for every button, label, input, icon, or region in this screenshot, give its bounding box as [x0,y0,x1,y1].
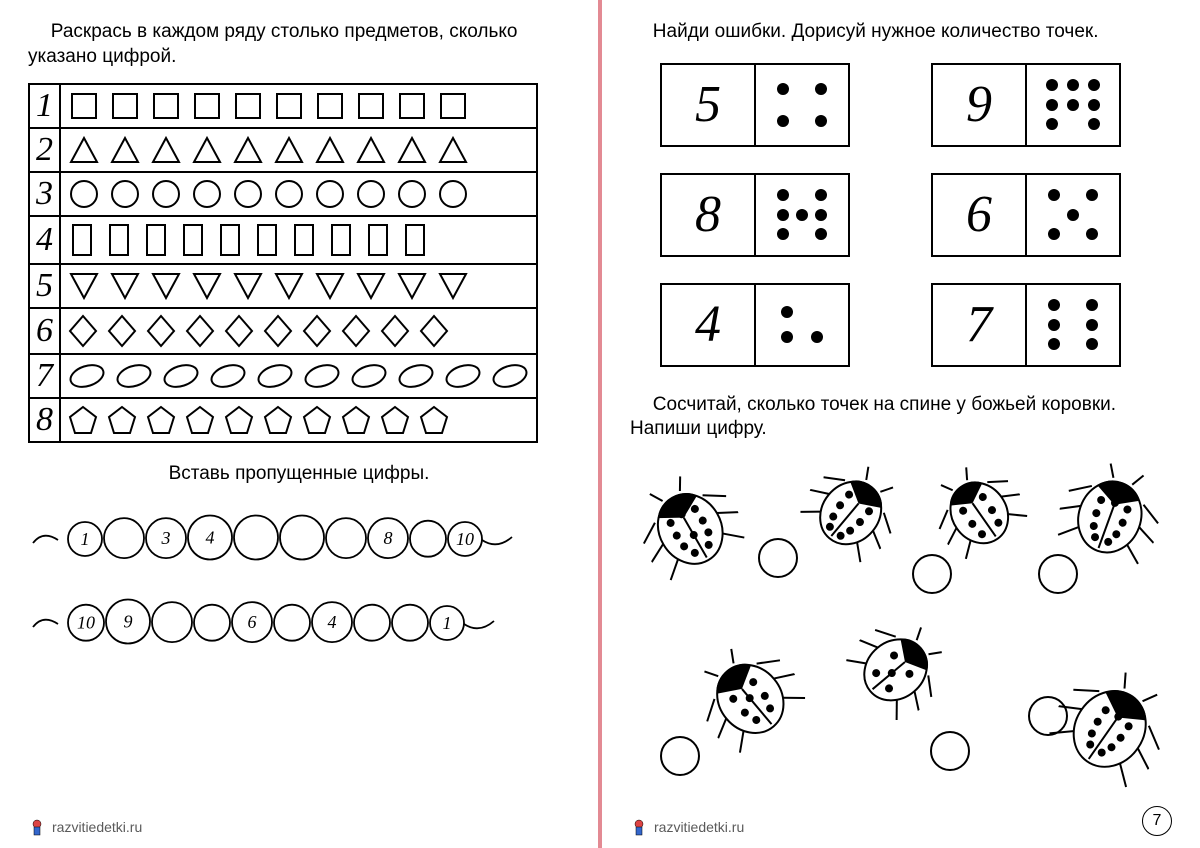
domino: 6 [931,173,1121,257]
answer-circle [1028,696,1068,736]
domino-number: 4 [662,285,756,365]
svg-text:1: 1 [443,613,452,633]
domino-grid: 5 9 8 6 4 7 [630,59,1172,367]
svg-text:3: 3 [161,528,171,548]
answer-circle [758,538,798,578]
site-url: razvitiedetki.ru [52,819,142,835]
ladybug [829,603,962,736]
footer-left: razvitiedetki.ru [28,818,142,836]
row-shapes [60,172,537,216]
row-number: 8 [29,398,60,442]
domino: 9 [931,63,1121,147]
shape-row: 4 [29,216,537,264]
row-shapes [60,264,537,308]
answer-circle [912,554,952,594]
ladybug [785,446,918,579]
domino: 4 [660,283,850,367]
row-number: 4 [29,216,60,264]
instruction-color-shapes: Раскрась в каждом ряду столько предметов… [28,20,570,69]
answer-circle [930,731,970,771]
answer-circle [660,736,700,776]
bead-row: 1 3 4 8 10 [28,495,570,573]
svg-text:6: 6 [248,612,257,632]
row-shapes [60,84,537,128]
page-number: 7 [1142,806,1172,836]
answer-circle [1038,554,1078,594]
domino-dots [1027,285,1119,365]
footer-right: razvitiedetki.ru [630,818,744,836]
svg-text:10: 10 [456,529,474,549]
domino-number: 8 [662,175,756,255]
domino-dots [756,175,848,255]
shape-row: 1 [29,84,537,128]
ladybug-area [630,456,1170,826]
ladybug [678,626,822,771]
svg-text:10: 10 [77,613,95,633]
domino-number: 5 [662,65,756,145]
svg-text:1: 1 [81,529,90,549]
row-shapes [60,128,537,172]
shape-row: 7 [29,354,537,398]
row-shapes [60,398,537,442]
svg-text:4: 4 [206,528,215,548]
row-number: 5 [29,264,60,308]
shape-row: 5 [29,264,537,308]
instruction-find-errors: Найди ошибки. Дорисуй нужное количество … [630,20,1172,45]
ladybug [620,458,759,599]
domino-dots [1027,65,1119,145]
domino-number: 7 [933,285,1027,365]
shape-table: 12345678 [28,83,538,443]
domino-dots [756,65,848,145]
site-url: razvitiedetki.ru [654,819,744,835]
domino: 5 [660,63,850,147]
shape-row: 8 [29,398,537,442]
domino: 8 [660,173,850,257]
bead-rows: 1 3 4 8 10 10 9 6 4 1 [28,495,570,657]
shape-row: 3 [29,172,537,216]
svg-text:4: 4 [328,612,337,632]
domino-number: 9 [933,65,1027,145]
domino: 7 [931,283,1121,367]
bead-row: 10 9 6 4 1 [28,579,570,657]
svg-text:9: 9 [124,612,133,632]
shape-row: 2 [29,128,537,172]
row-shapes [60,216,537,264]
right-page: Найди ошибки. Дорисуй нужное количество … [602,0,1200,848]
shape-row: 6 [29,308,537,354]
instruction-missing-numbers: Вставь пропущенные цифры. [28,463,570,485]
row-number: 7 [29,354,60,398]
instruction-ladybugs: Сосчитай, сколько точек на спине у божье… [630,393,1172,442]
domino-dots [756,285,848,365]
row-number: 3 [29,172,60,216]
row-shapes [60,308,537,354]
domino-number: 6 [933,175,1027,255]
svg-text:8: 8 [384,528,393,548]
row-number: 2 [29,128,60,172]
row-number: 1 [29,84,60,128]
left-page: Раскрась в каждом ряду столько предметов… [0,0,598,848]
row-shapes [60,354,537,398]
row-number: 6 [29,308,60,354]
domino-dots [1027,175,1119,255]
